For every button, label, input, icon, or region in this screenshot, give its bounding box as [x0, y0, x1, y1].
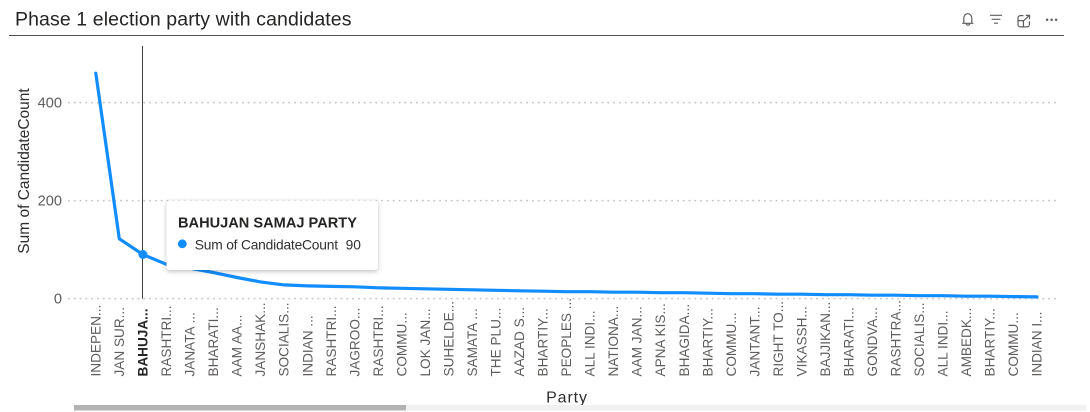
svg-text:ALL INDI...: ALL INDI... [583, 311, 598, 377]
svg-text:INDIAN ...: INDIAN ... [300, 315, 315, 376]
svg-text:0: 0 [54, 291, 62, 307]
svg-text:Sum of CandidateCount: Sum of CandidateCount [195, 237, 338, 252]
svg-text:SOCIALIS...: SOCIALIS... [277, 302, 292, 376]
svg-text:SUHELDE...: SUHELDE... [442, 301, 457, 377]
svg-text:RASHTRI...: RASHTRI... [324, 306, 339, 377]
svg-text:BHARTIY...: BHARTIY... [700, 308, 715, 376]
svg-text:RASHTRI...: RASHTRI... [159, 306, 174, 377]
svg-text:AAM JAN...: AAM JAN... [630, 306, 645, 376]
svg-text:INDEPEN...: INDEPEN... [89, 305, 104, 377]
svg-text:AAZAD S...: AAZAD S... [512, 307, 527, 377]
svg-text:BHARATI...: BHARATI... [206, 307, 221, 376]
svg-text:AAM AA...: AAM AA... [230, 315, 245, 377]
svg-text:RASHTRA...: RASHTRA... [889, 300, 904, 376]
svg-text:RIGHT TO...: RIGHT TO... [771, 301, 786, 377]
svg-text:BAJJIKAN...: BAJJIKAN... [818, 302, 833, 377]
svg-text:Phase 1 election party with ca: Phase 1 election party with candidates [15, 9, 352, 31]
svg-text:BHARTIY...: BHARTIY... [536, 308, 551, 376]
svg-text:90: 90 [346, 237, 362, 252]
svg-text:NATIONA...: NATIONA... [606, 306, 621, 377]
svg-text:BAHUJA...: BAHUJA... [136, 309, 151, 377]
svg-text:400: 400 [38, 95, 62, 111]
svg-text:COMMU...: COMMU... [724, 312, 739, 376]
svg-text:LOK JAN...: LOK JAN... [418, 309, 433, 377]
svg-text:GONDVA...: GONDVA... [865, 307, 880, 376]
svg-text:VIKASSH...: VIKASSH... [794, 306, 809, 376]
svg-text:PEOPLES ...: PEOPLES ... [559, 298, 574, 377]
svg-text:COMMU...: COMMU... [394, 312, 409, 376]
svg-text:SOCIALIS...: SOCIALIS... [912, 302, 927, 376]
svg-text:INDIAN I...: INDIAN I... [1030, 312, 1045, 377]
svg-text:SAMATA ...: SAMATA ... [465, 308, 480, 376]
svg-text:APNA KIS...: APNA KIS... [653, 303, 668, 376]
svg-text:JAN SUR...: JAN SUR... [112, 307, 127, 377]
svg-text:Sum of CandidateCount: Sum of CandidateCount [16, 88, 33, 254]
svg-text:JANTANT...: JANTANT... [747, 307, 762, 377]
svg-text:RASHTRI...: RASHTRI... [371, 306, 386, 377]
svg-text:COMMU...: COMMU... [1006, 312, 1021, 376]
svg-text:Party: Party [546, 389, 588, 406]
svg-text:AMBEDK...: AMBEDK... [959, 308, 974, 377]
svg-text:BHAGIDA...: BHAGIDA... [677, 304, 692, 377]
svg-text:JANSHAK...: JANSHAK... [253, 302, 268, 376]
svg-text:BAHUJAN SAMAJ PARTY: BAHUJAN SAMAJ PARTY [178, 216, 357, 232]
svg-text:JAGROO...: JAGROO... [347, 308, 362, 377]
svg-text:ALL INDI...: ALL INDI... [936, 311, 951, 377]
svg-text:BHARTIY...: BHARTIY... [983, 308, 998, 376]
svg-text:THE PLU...: THE PLU... [489, 308, 504, 377]
svg-text:JANATA ...: JANATA ... [183, 312, 198, 376]
svg-text:BHARATI...: BHARATI... [842, 307, 857, 376]
svg-text:200: 200 [38, 193, 62, 209]
